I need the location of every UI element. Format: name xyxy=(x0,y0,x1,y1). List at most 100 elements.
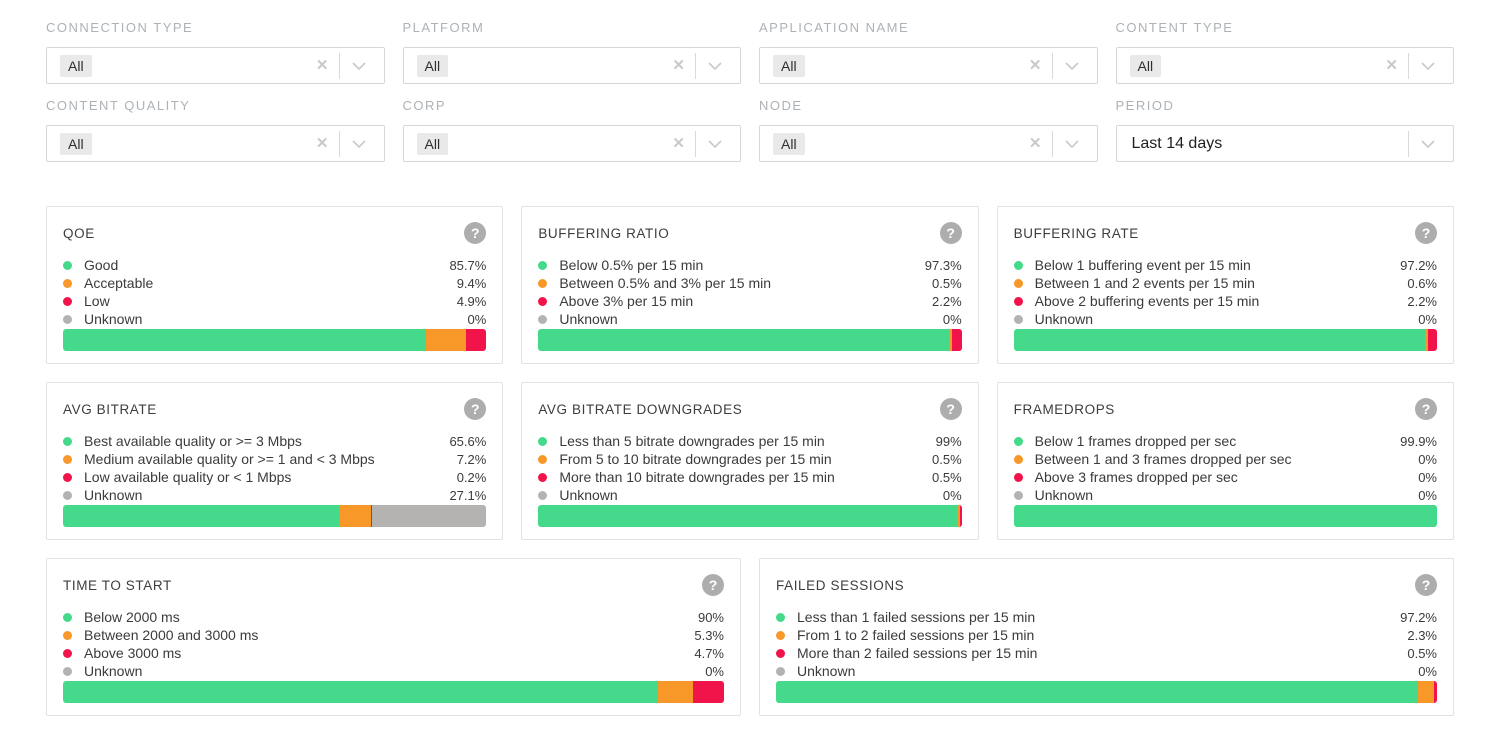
selected-value-chip: All xyxy=(1129,54,1162,77)
filter-node: NODE All ✕ xyxy=(759,98,1098,162)
selected-value-chip: All xyxy=(60,132,92,155)
divider xyxy=(338,130,340,157)
legend-label: More than 10 bitrate downgrades per 15 m… xyxy=(559,469,835,485)
help-icon[interactable]: ? xyxy=(1415,222,1437,244)
legend-label: Acceptable xyxy=(84,275,154,291)
node-dropdown[interactable]: All ✕ xyxy=(759,125,1098,162)
legend-label: Below 0.5% per 15 min xyxy=(559,257,704,273)
period-value: Last 14 days xyxy=(1131,134,1223,152)
chevron-down-icon[interactable] xyxy=(1409,139,1443,148)
legend-value: 85.7% xyxy=(449,257,487,273)
low-dot-icon xyxy=(538,296,548,306)
selected-value-chip: All xyxy=(416,54,449,77)
application-name-dropdown[interactable]: All ✕ xyxy=(759,47,1098,84)
chevron-down-icon[interactable] xyxy=(340,139,374,148)
filter-connection-type: CONNECTION TYPE All ✕ xyxy=(46,20,385,84)
legend-value: 9.4% xyxy=(456,275,487,291)
legend-item: Above 3 frames dropped per sec 0% xyxy=(1013,468,1437,486)
chevron-down-icon[interactable] xyxy=(1053,61,1087,70)
legend-label: Unknown xyxy=(797,663,856,679)
help-icon[interactable]: ? xyxy=(1415,398,1437,420)
legend-value: 27.1% xyxy=(449,487,487,503)
legend-value: 0% xyxy=(705,663,724,679)
divider xyxy=(1051,130,1053,157)
filter-label: NODE xyxy=(759,98,803,113)
good-dot-icon xyxy=(63,612,72,622)
legend-value: 0% xyxy=(1418,451,1437,467)
clear-icon[interactable]: ✕ xyxy=(672,57,685,74)
stacked-bar xyxy=(538,505,962,527)
low-dot-icon xyxy=(63,648,72,658)
legend-label: Unknown xyxy=(84,663,143,679)
legend: Good 85.7% Acceptable 9.4% Low 4.9% Unknown… xyxy=(63,256,486,329)
legend-item: Between 1 and 2 events per 15 min 0.6% xyxy=(1013,274,1437,292)
chevron-down-icon[interactable] xyxy=(1409,61,1443,70)
chevron-down-icon[interactable] xyxy=(1053,139,1087,148)
clear-icon[interactable]: ✕ xyxy=(1028,57,1042,74)
platform-dropdown[interactable]: All ✕ xyxy=(402,47,741,84)
unknown-dot-icon xyxy=(63,314,72,324)
legend: Best available quality or >= 3 Mbps 65.6%… xyxy=(63,432,486,505)
legend-label: Below 1 frames dropped per sec xyxy=(1034,433,1237,449)
content-quality-dropdown[interactable]: All ✕ xyxy=(46,125,385,162)
legend-value: 97.2% xyxy=(1400,609,1437,625)
legend-item: Below 1 buffering event per 15 min 97.2% xyxy=(1013,256,1437,274)
period-select[interactable]: Last 14 days xyxy=(1115,125,1454,162)
corp-dropdown[interactable]: All ✕ xyxy=(402,125,741,162)
card-title: QOE xyxy=(63,226,95,241)
card-title: FRAMEDROPS xyxy=(1013,402,1115,417)
help-icon[interactable]: ? xyxy=(1415,574,1437,596)
legend-item: Acceptable 9.4% xyxy=(63,274,486,292)
help-icon[interactable]: ? xyxy=(702,574,724,596)
low-dot-icon xyxy=(776,648,785,658)
content-type-dropdown[interactable]: All ✕ xyxy=(1115,47,1454,84)
legend-value: 0% xyxy=(467,311,487,327)
acceptable-dot-icon xyxy=(1013,278,1023,288)
legend-item: Between 2000 and 3000 ms 5.3% xyxy=(63,626,724,644)
good-dot-icon xyxy=(1013,260,1023,270)
legend-value: 0% xyxy=(942,311,962,327)
legend: Below 1 buffering event per 15 min 97.2% … xyxy=(1013,256,1437,329)
legend-label: Above 3 frames dropped per sec xyxy=(1034,469,1238,485)
good-dot-icon xyxy=(63,260,72,270)
filter-content-type: CONTENT TYPE All ✕ xyxy=(1115,20,1454,84)
legend-value: 4.9% xyxy=(456,293,487,309)
help-icon[interactable]: ? xyxy=(939,222,962,244)
clear-icon[interactable]: ✕ xyxy=(672,135,685,152)
clear-icon[interactable]: ✕ xyxy=(315,57,329,74)
clear-icon[interactable]: ✕ xyxy=(1028,135,1042,152)
legend-label: Unknown xyxy=(84,487,143,503)
connection-type-dropdown[interactable]: All ✕ xyxy=(46,47,385,84)
stacked-bar xyxy=(1013,505,1437,527)
help-icon[interactable]: ? xyxy=(464,222,487,244)
stacked-bar xyxy=(63,681,724,703)
legend-label: Unknown xyxy=(559,311,618,327)
legend-item: Unknown 27.1% xyxy=(63,486,486,504)
chevron-down-icon[interactable] xyxy=(340,61,374,70)
unknown-dot-icon xyxy=(63,490,72,500)
legend-value: 90% xyxy=(697,609,724,625)
clear-icon[interactable]: ✕ xyxy=(1385,57,1398,74)
legend-label: From 1 to 2 failed sessions per 15 min xyxy=(797,627,1035,643)
acceptable-dot-icon xyxy=(63,454,72,464)
good-dot-icon xyxy=(538,436,548,446)
legend-value: 2.3% xyxy=(1407,627,1437,643)
chevron-down-icon[interactable] xyxy=(696,139,730,148)
help-icon[interactable]: ? xyxy=(939,398,962,420)
low-dot-icon xyxy=(538,472,548,482)
legend-item: Below 1 frames dropped per sec 99.9% xyxy=(1013,432,1437,450)
legend-label: Above 3000 ms xyxy=(84,645,182,661)
divider xyxy=(1408,130,1409,157)
legend-item: Above 3% per 15 min 2.2% xyxy=(538,292,962,310)
card-qoe: QOE ? Good 85.7% Acceptable 9.4% Low 4.9% U… xyxy=(46,206,504,364)
clear-icon[interactable]: ✕ xyxy=(315,135,329,152)
card-title: AVG BITRATE DOWNGRADES xyxy=(538,402,743,417)
filter-label: CORP xyxy=(402,98,447,113)
legend-label: Low available quality or < 1 Mbps xyxy=(84,469,292,485)
card-title: FAILED SESSIONS xyxy=(776,578,905,593)
legend-label: Low xyxy=(84,293,110,309)
divider xyxy=(1051,52,1053,79)
legend-label: Below 1 buffering event per 15 min xyxy=(1034,257,1251,273)
chevron-down-icon[interactable] xyxy=(696,61,730,70)
help-icon[interactable]: ? xyxy=(464,398,487,420)
